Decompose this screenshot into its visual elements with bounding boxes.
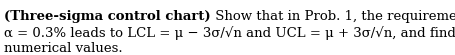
Text: α = 0.3% leads to LCL = μ − 3σ/√n and UCL = μ + 3σ/√n, and find the correspondin: α = 0.3% leads to LCL = μ − 3σ/√n and UC… <box>4 26 455 40</box>
Text: numerical values.: numerical values. <box>4 42 123 55</box>
Text: (Three-sigma control chart): (Three-sigma control chart) <box>4 10 211 23</box>
Text: Show that in Prob. 1, the requirement of the significance level: Show that in Prob. 1, the requirement of… <box>211 10 455 23</box>
